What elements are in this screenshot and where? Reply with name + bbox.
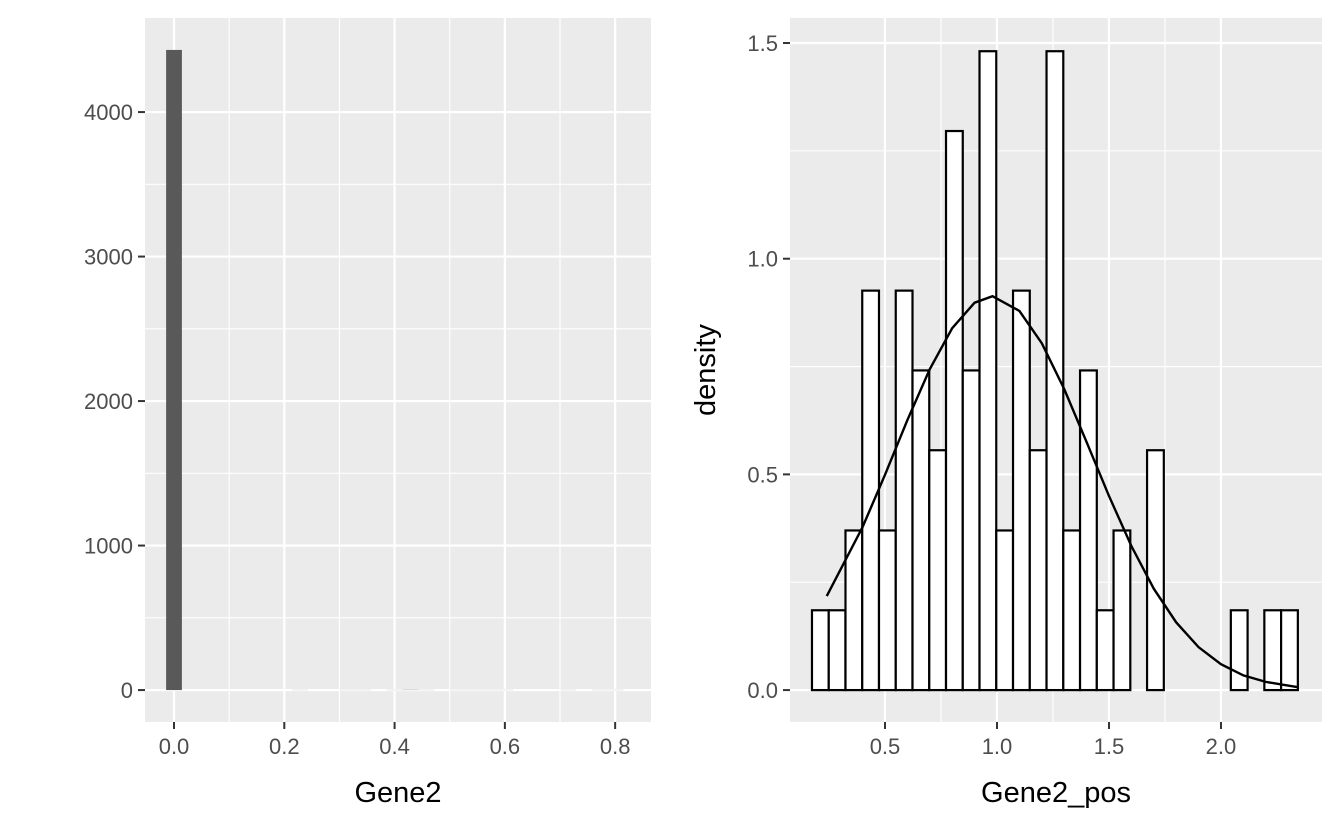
y-tick-label: 0 — [121, 678, 133, 703]
histogram-bar — [1028, 449, 1048, 692]
x-tick-label: 1.0 — [982, 734, 1013, 759]
histogram-bar — [1112, 529, 1132, 692]
histogram-bar — [1062, 529, 1082, 692]
histogram-bar — [810, 609, 830, 692]
y-tick-label: 1000 — [84, 534, 133, 559]
x-axis-title: Gene2_pos — [981, 777, 1131, 809]
x-tick-label: 1.5 — [1094, 734, 1125, 759]
y-tick-label: 0.0 — [747, 678, 778, 703]
y-tick-label: 0.5 — [747, 462, 778, 487]
y-tick-label: 1.5 — [747, 31, 778, 56]
histogram-bar — [978, 50, 998, 692]
histogram-bar — [1279, 609, 1299, 692]
histogram-bar — [827, 609, 847, 692]
histogram-bar — [1078, 369, 1098, 692]
density-curve — [825, 294, 1298, 689]
histogram-bar — [1145, 449, 1165, 692]
histogram-bar — [894, 289, 914, 692]
histogram-bar — [877, 529, 897, 692]
y-tick-label: 3000 — [84, 245, 133, 270]
x-tick-label: 0.2 — [269, 734, 300, 759]
panel-background — [145, 18, 651, 722]
y-tick-label: 4000 — [84, 100, 133, 125]
y-tick-label: 1.0 — [747, 247, 778, 272]
x-tick-label: 0.6 — [490, 734, 521, 759]
histogram-bar — [861, 289, 881, 692]
x-tick-label: 0.4 — [379, 734, 410, 759]
histogram-bar — [995, 529, 1015, 692]
histogram-bar — [928, 449, 948, 692]
x-tick-label: 2.0 — [1206, 734, 1237, 759]
histogram-bar — [1229, 609, 1249, 692]
histogram-bar — [1263, 609, 1283, 692]
histogram-bar — [166, 49, 182, 691]
x-tick-label: 0.0 — [159, 734, 190, 759]
y-axis-title: density — [690, 324, 722, 416]
histogram-bar — [1011, 289, 1031, 692]
y-tick-label: 2000 — [84, 389, 133, 414]
histogram-bar — [911, 369, 931, 692]
histogram-bar — [1095, 609, 1115, 692]
x-tick-label: 0.8 — [600, 734, 631, 759]
histogram-bar — [944, 129, 964, 692]
x-axis-title: Gene2 — [354, 777, 441, 809]
histogram-bar — [961, 369, 981, 692]
x-tick-label: 0.5 — [870, 734, 901, 759]
